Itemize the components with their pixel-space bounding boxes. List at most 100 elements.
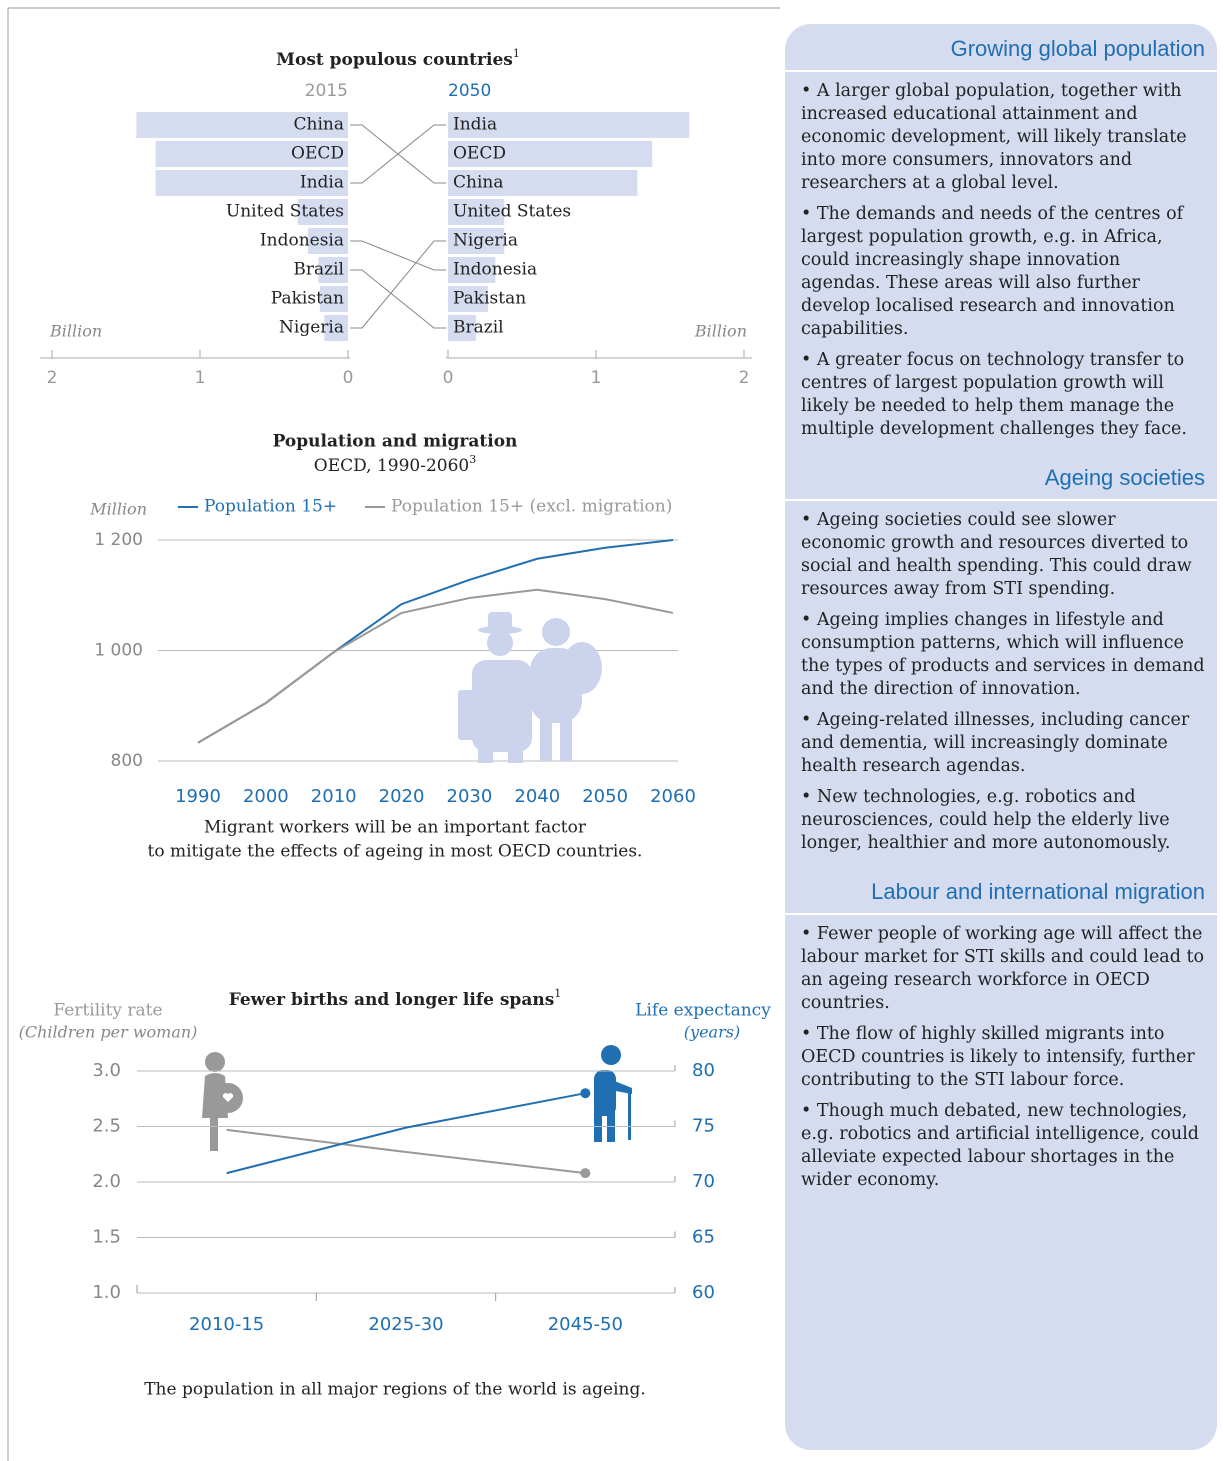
bar: [308, 228, 348, 254]
y-axis-label: Fertility rate: [53, 1001, 162, 1021]
series-line: [197, 539, 674, 744]
y-axis-label: (Children per woman): [19, 1023, 198, 1042]
bar: [448, 286, 488, 312]
side-panel: Growing global population • A larger glob…: [785, 24, 1217, 1450]
x-tick-label: 2: [739, 368, 750, 388]
y2-tick-label: 60: [692, 1282, 715, 1303]
bar: [448, 315, 477, 341]
x-tick-label: 2000: [243, 786, 289, 807]
x-tick-label: 2010: [311, 786, 357, 807]
x-tick-label: 2025-30: [368, 1314, 443, 1335]
bar: [448, 199, 505, 225]
category-label: Nigeria: [453, 231, 518, 251]
legend-label: Population 15+: [204, 497, 337, 517]
category-label: United States: [453, 202, 571, 222]
bullet: • New technologies, e.g. robotics and ne…: [801, 787, 1171, 853]
bar: [448, 257, 496, 283]
y-tick-label: 2.0: [92, 1171, 121, 1192]
category-label: Pakistan: [271, 289, 344, 309]
category-label: OECD: [291, 144, 344, 164]
panel-section: Growing global population • A larger glob…: [785, 24, 1217, 453]
title-note: 1: [554, 987, 561, 1000]
axis-label: Billion: [694, 322, 747, 341]
bullet: • A greater focus on technology transfer…: [801, 350, 1187, 439]
bar: [318, 257, 348, 283]
y2-tick-label: 80: [692, 1060, 715, 1081]
subtitle-text: OECD, 1990-2060: [314, 456, 469, 476]
caption: The population in all major regions of t…: [144, 1380, 646, 1400]
connector: [350, 124, 446, 184]
end-marker: [580, 1088, 591, 1099]
series-line: [226, 1092, 586, 1175]
x-tick-label: 2: [47, 368, 58, 388]
chart-subtitle: OECD, 1990-20603: [314, 453, 476, 476]
bar: [448, 112, 690, 138]
category-label: United States: [226, 202, 344, 222]
people-icon: [458, 612, 602, 763]
bullet: • Ageing-related illnesses, including ca…: [801, 710, 1190, 776]
y-axis-label: Million: [89, 500, 147, 519]
y-tick-label: 1 000: [94, 641, 143, 661]
bullet: • Ageing implies changes in lifestyle an…: [801, 610, 1205, 699]
x-tick-label: 0: [343, 368, 354, 388]
bullet: • Fewer people of working age will affec…: [801, 924, 1205, 1013]
y-tick-label: 3.0: [92, 1060, 121, 1081]
bullet: • Though much debated, new technologies,…: [801, 1101, 1199, 1190]
section-heading: Growing global population: [785, 24, 1217, 72]
category-label: Indonesia: [260, 231, 344, 251]
bar: [448, 141, 653, 167]
x-tick-label: 2045-50: [548, 1314, 623, 1335]
x-tick-label: 0: [443, 368, 454, 388]
x-tick-label: 2060: [650, 786, 696, 807]
bar: [136, 112, 348, 138]
charts: Most populous countries1 Billion Billion…: [7, 7, 780, 1461]
bar: [297, 199, 348, 225]
x-tick-label: 2050: [582, 786, 628, 807]
category-label: Nigeria: [279, 318, 344, 338]
legend-label: Population 15+ (excl. migration): [391, 497, 672, 517]
connector: [350, 240, 446, 271]
chart-title: Fewer births and longer life spans1: [229, 987, 562, 1010]
bar: [324, 315, 348, 341]
y-tick-label: 1 200: [94, 530, 143, 550]
series-line: [197, 588, 674, 744]
y2-axis-label: Life expectancy: [635, 1001, 771, 1021]
y-tick-label: 800: [111, 751, 143, 771]
y-tick-label: 1.0: [92, 1282, 121, 1303]
series-line: [226, 1128, 586, 1175]
bullet: • The demands and needs of the centres o…: [801, 204, 1184, 339]
end-marker: [580, 1168, 591, 1179]
axis-label: Billion: [49, 322, 102, 341]
x-tick-label: 2010-15: [189, 1314, 264, 1335]
y2-tick-label: 70: [692, 1171, 715, 1192]
section-heading: Labour and international migration: [785, 867, 1217, 915]
series-header: 2050: [448, 81, 491, 101]
y-tick-label: 2.5: [92, 1116, 121, 1137]
section-heading: Ageing societies: [785, 453, 1217, 501]
x-tick-label: 1: [195, 368, 206, 388]
y2-tick-label: 65: [692, 1227, 715, 1248]
category-label: China: [294, 115, 344, 135]
subtitle-note: 3: [469, 453, 476, 466]
elderly-icon: [594, 1045, 632, 1142]
category-label: Brazil: [453, 318, 504, 338]
caption: to mitigate the effects of ageing in mos…: [148, 842, 643, 862]
connector: [350, 240, 446, 329]
series-header: 2015: [305, 81, 348, 101]
title-text: Fewer births and longer life spans: [229, 990, 555, 1010]
panel-section: Labour and international migration • Fewe…: [785, 867, 1217, 1204]
category-label: India: [453, 115, 497, 135]
pregnant-icon: [202, 1052, 243, 1151]
category-label: China: [453, 173, 503, 193]
bar: [448, 170, 638, 196]
category-label: Pakistan: [453, 289, 526, 309]
caption: Migrant workers will be an important fac…: [204, 818, 587, 838]
panel-section: Ageing societies • Ageing societies could…: [785, 453, 1217, 867]
bar: [155, 141, 348, 167]
category-label: OECD: [453, 144, 506, 164]
y2-axis-label: (years): [684, 1023, 740, 1042]
x-tick-label: 1: [591, 368, 602, 388]
category-label: India: [300, 173, 344, 193]
bullet: • Ageing societies could see slower econ…: [801, 510, 1192, 599]
x-tick-label: 2040: [514, 786, 560, 807]
